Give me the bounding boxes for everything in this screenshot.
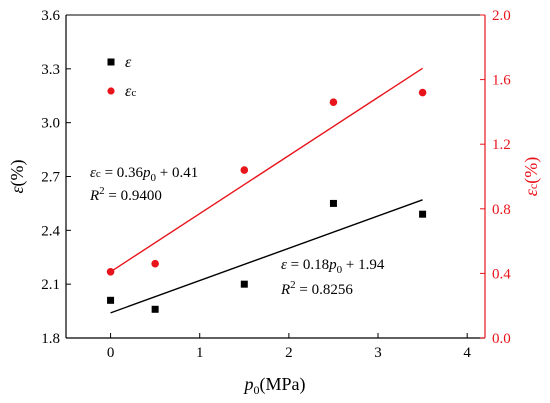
epsilon-point (240, 280, 248, 288)
right-y-tick-label: 2.0 (492, 8, 511, 24)
x-tick-label: 1 (196, 345, 204, 361)
x-axis-title: p0(MPa) (243, 374, 306, 397)
legend-label-epsilon-c: εc (125, 83, 136, 100)
legend-marker-epsilon-c (107, 87, 115, 95)
epsilon-c-point (418, 88, 427, 97)
left-y-tick-label: 3.0 (41, 116, 60, 132)
epsilon-point (151, 305, 159, 313)
epsilon-point (329, 199, 337, 207)
right-y-tick-label: 0.8 (492, 202, 511, 218)
left-y-axis-title: ε(%) (7, 159, 28, 193)
left-y-tick-label: 2.4 (41, 223, 60, 239)
epsilon-point (107, 296, 115, 304)
epsilon-c-point (151, 259, 159, 268)
legend-marker-epsilon (107, 58, 115, 66)
epsilon-c-point (240, 166, 249, 174)
right-y-axis-title: εc(%) (521, 157, 542, 196)
legend-label-epsilon: ε (125, 54, 132, 71)
red-fit-line (110, 67, 423, 273)
epsilon-point (419, 210, 427, 218)
left-y-tick-label: 1.8 (41, 331, 60, 347)
x-tick-label: 4 (463, 345, 471, 361)
x-tick-label: 3 (374, 345, 382, 361)
legend: ε εc (107, 54, 136, 100)
red-fit-equation: εc = 0.36p0 + 0.41 (90, 165, 198, 184)
x-tick-label: 2 (285, 345, 293, 361)
x-tick-label: 0 (107, 345, 115, 361)
right-y-tick-label: 1.2 (492, 137, 511, 153)
right-y-tick-label: 0.4 (492, 266, 511, 282)
epsilon-c-point (329, 98, 338, 107)
left-y-tick-label: 3.3 (41, 62, 60, 78)
right-y-tick-label: 1.6 (492, 73, 511, 89)
left-y-tick-label: 2.1 (41, 277, 60, 293)
black-fit-r2: R2 = 0.8256 (280, 279, 353, 298)
left-y-tick-label: 3.6 (41, 8, 60, 24)
red-fit-r2: R2 = 0.9400 (89, 185, 162, 204)
black-fit-line (110, 199, 423, 314)
black-fit-equation: ε = 0.18p0 + 1.94 (281, 257, 385, 276)
epsilon-c-point (106, 267, 115, 276)
right-y-tick-label: 0.0 (492, 331, 511, 347)
left-y-tick-label: 2.7 (41, 170, 60, 186)
